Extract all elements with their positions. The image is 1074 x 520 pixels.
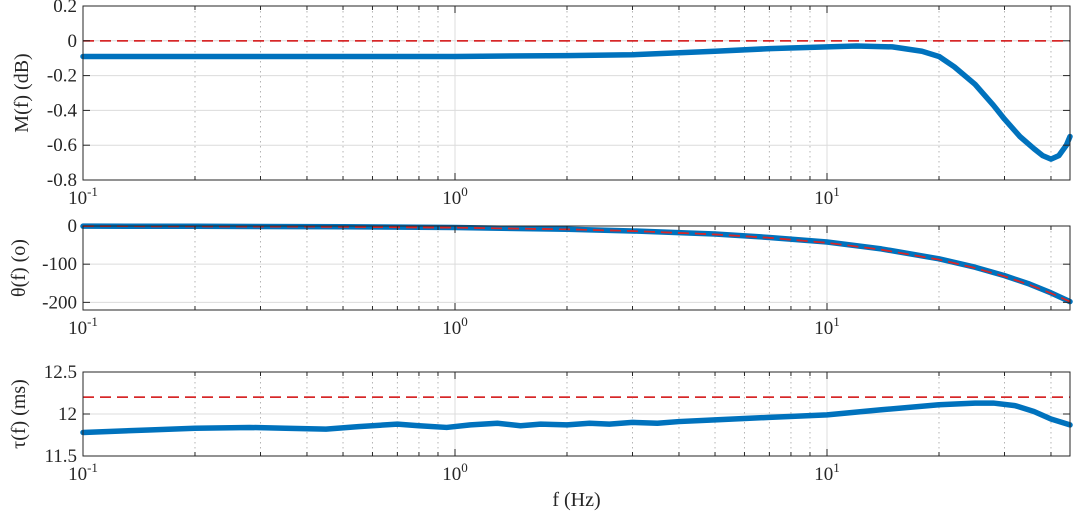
series-measured-line xyxy=(80,43,1073,162)
y-tick-label: -0.4 xyxy=(47,100,78,121)
x-tick-exponent: 0 xyxy=(461,460,468,475)
plot-area xyxy=(83,226,1070,310)
y-axis-label: M(f) (dB) xyxy=(11,53,33,132)
x-tick-exponent: -1 xyxy=(87,460,98,475)
x-tick-label: 100 xyxy=(442,460,468,485)
x-tick-base: 10 xyxy=(442,318,461,339)
x-tick-label: 10-1 xyxy=(68,314,98,339)
x-tick-exponent: 1 xyxy=(833,184,840,199)
x-tick-base: 10 xyxy=(68,188,87,209)
x-tick-label: 10-1 xyxy=(68,184,98,209)
x-tick-base: 10 xyxy=(442,188,461,209)
y-tick-label: 12 xyxy=(58,404,77,425)
y-tick-label: 0.2 xyxy=(53,0,77,17)
y-tick-label: -0.2 xyxy=(47,66,77,87)
x-tick-exponent: 1 xyxy=(833,460,840,475)
y-tick-label: 12.5 xyxy=(44,362,77,383)
x-tick-label: 10-1 xyxy=(68,460,98,485)
x-tick-label: 100 xyxy=(442,314,468,339)
axes-box xyxy=(82,5,1071,181)
x-tick-label: 101 xyxy=(814,460,840,485)
x-tick-exponent: 1 xyxy=(833,314,840,329)
x-tick-base: 10 xyxy=(814,318,833,339)
series-measured-line xyxy=(80,400,1073,436)
y-axis-label: θ(f) (o) xyxy=(8,239,30,297)
x-tick-base: 10 xyxy=(442,464,461,485)
x-tick-exponent: 0 xyxy=(461,184,468,199)
x-tick-exponent: 0 xyxy=(461,314,468,329)
y-tick-label: -0.6 xyxy=(47,135,77,156)
x-tick-exponent: -1 xyxy=(87,314,98,329)
x-tick-exponent: -1 xyxy=(87,184,98,199)
x-tick-base: 10 xyxy=(68,464,87,485)
y-tick-label: -0.8 xyxy=(47,170,77,191)
y-tick-label: 0 xyxy=(68,216,78,237)
axes-box xyxy=(82,225,1071,311)
x-tick-label: 100 xyxy=(442,184,468,209)
x-tick-base: 10 xyxy=(68,318,87,339)
y-tick-label: 0 xyxy=(68,31,78,52)
x-axis-label: f (Hz) xyxy=(552,489,600,511)
series-reference-line-overlay xyxy=(82,225,1071,303)
x-tick-base: 10 xyxy=(814,188,833,209)
y-tick-label: 11.5 xyxy=(44,446,77,467)
y-tick-label: -200 xyxy=(42,292,77,313)
y-axis-label: τ(f) (ms) xyxy=(8,379,30,449)
x-tick-base: 10 xyxy=(814,464,833,485)
plot-area xyxy=(83,6,1070,180)
y-tick-label: -100 xyxy=(42,254,77,275)
x-tick-label: 101 xyxy=(814,184,840,209)
x-tick-label: 101 xyxy=(814,314,840,339)
